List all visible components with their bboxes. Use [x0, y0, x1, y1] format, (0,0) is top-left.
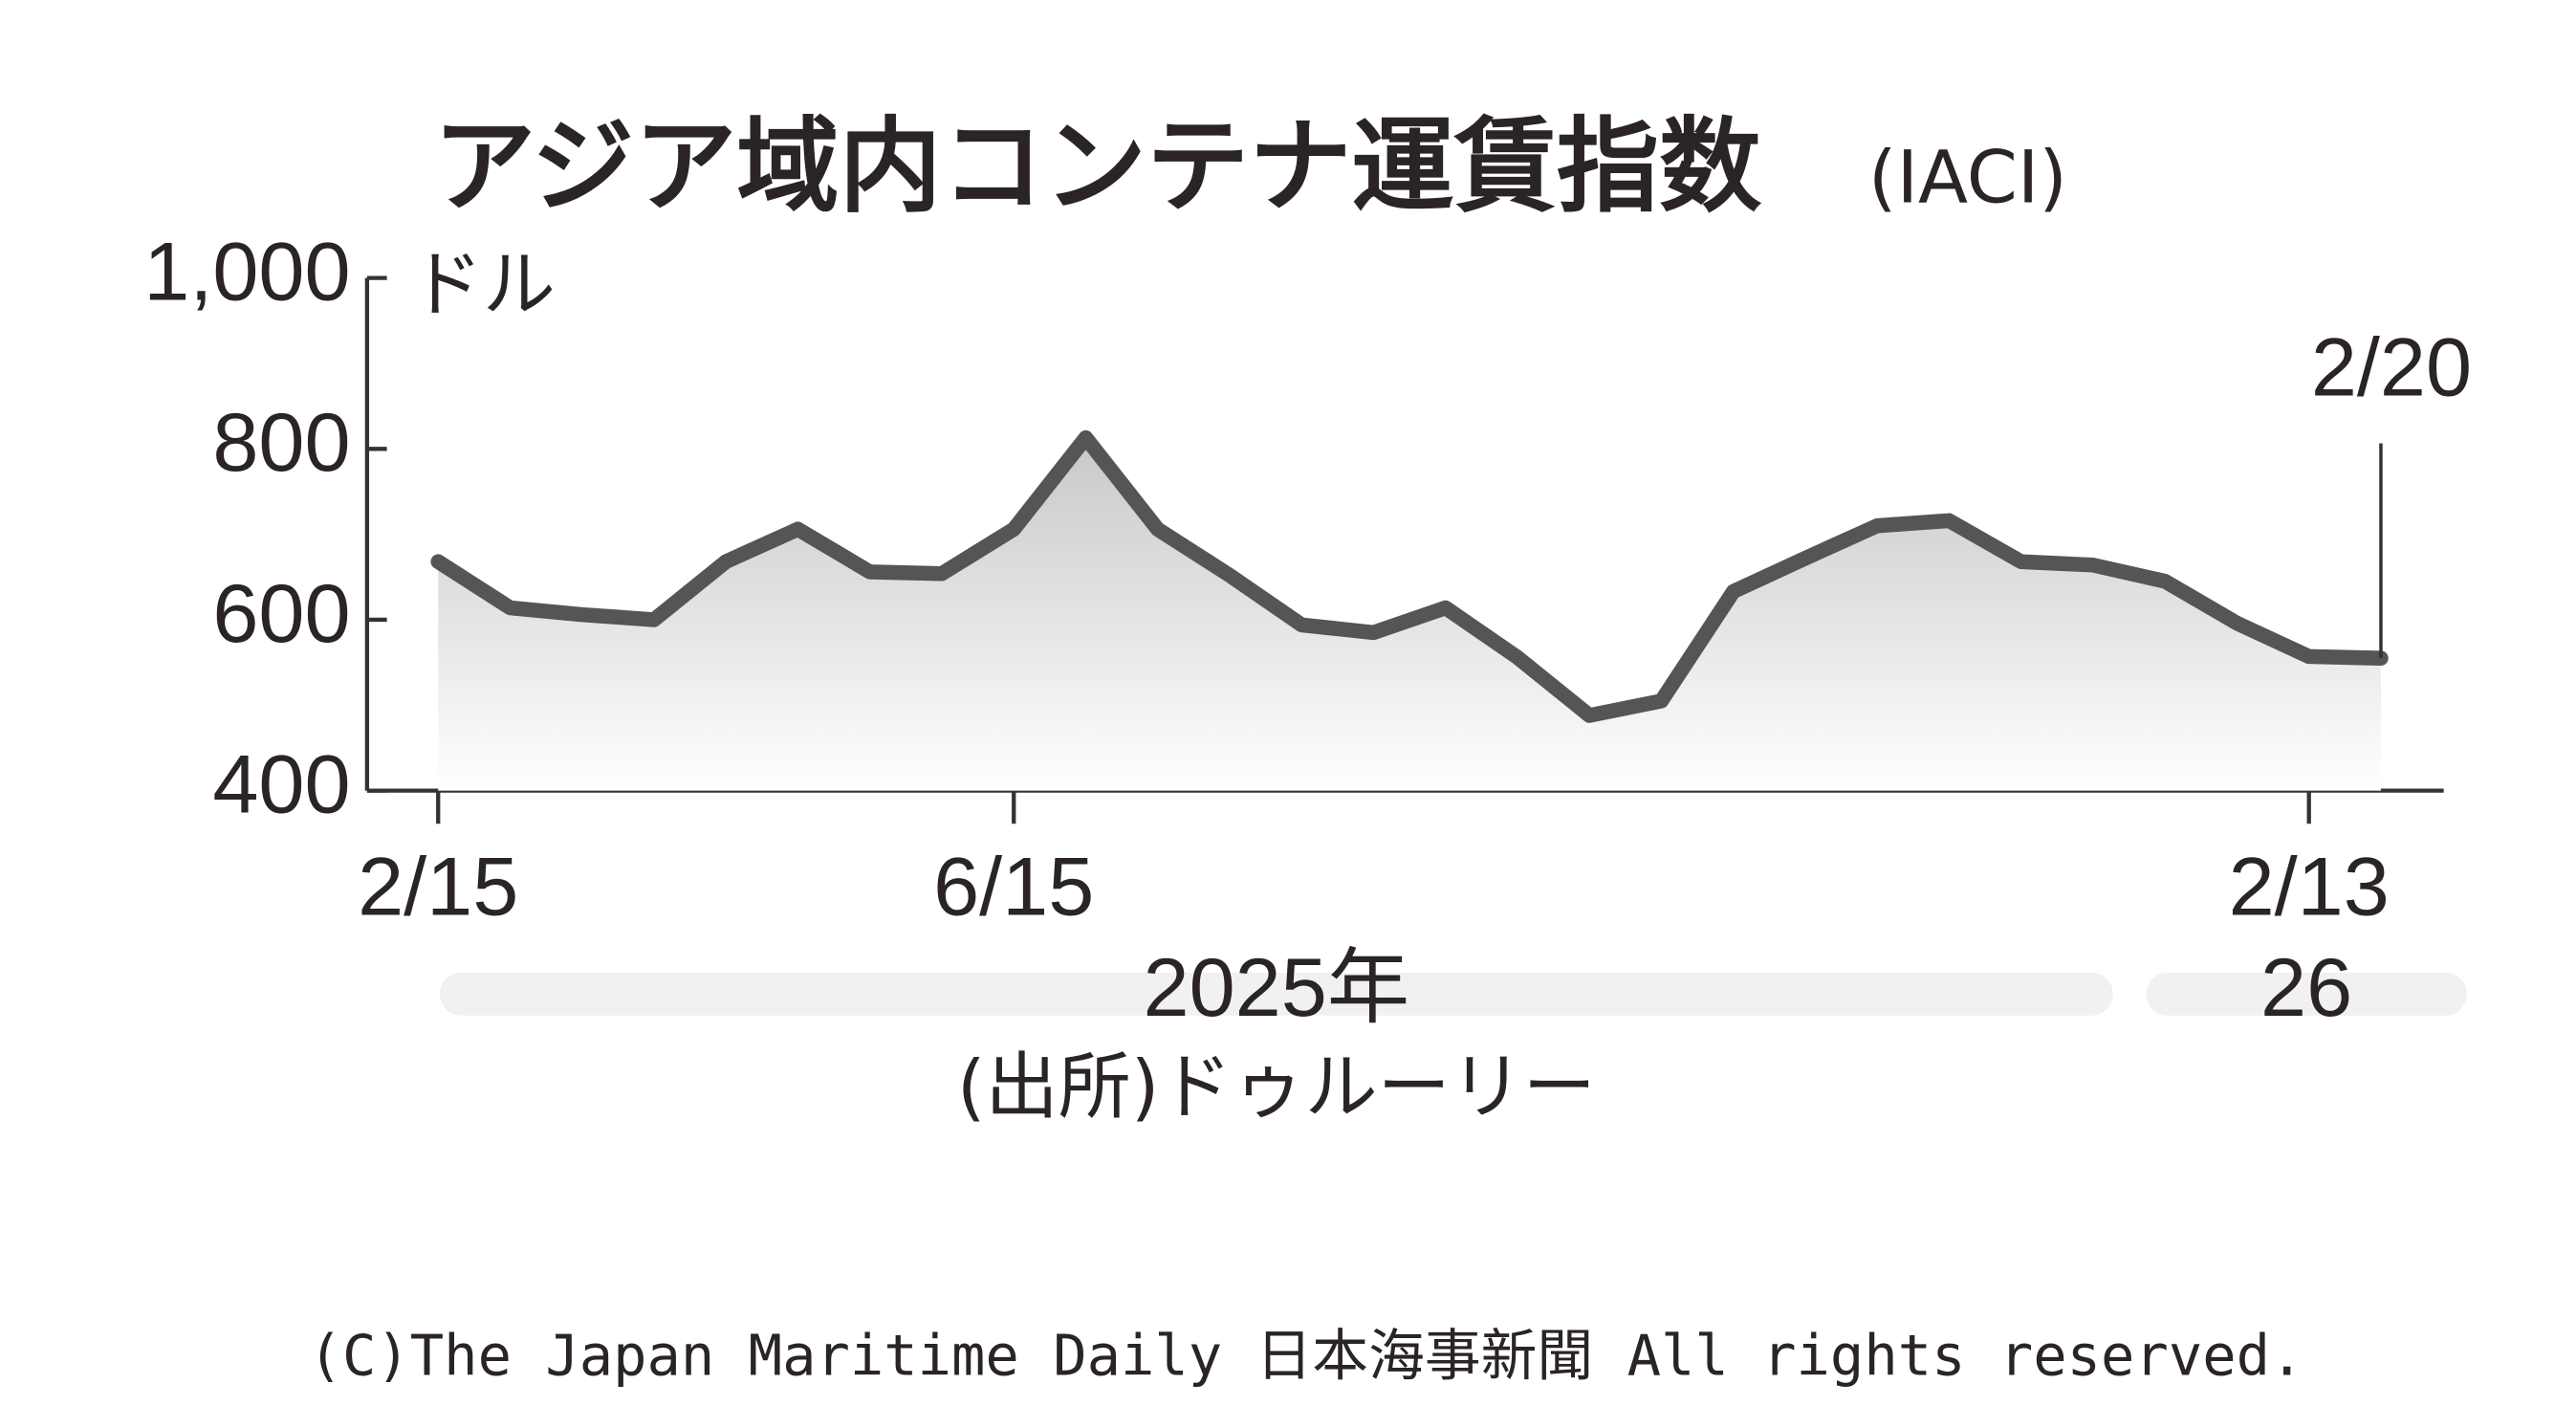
y-tick-label: 400 [212, 738, 350, 830]
x-tick-label: 2/13 [2229, 842, 2390, 934]
x-tick-label: 2/15 [358, 842, 518, 934]
annotation: 2/20 [2311, 322, 2472, 414]
line [430, 429, 2389, 723]
year-label: 26 [2260, 942, 2352, 1034]
year-label: 2025年 [1144, 942, 1410, 1034]
title-suffix: (IACI) [1868, 134, 2067, 219]
y-unit: ドル [410, 242, 556, 327]
year-band [439, 972, 2113, 1016]
year-band [2146, 972, 2467, 1016]
y-tick-label: 800 [212, 397, 350, 489]
copyright: (C)The Japan Maritime Daily 日本海事新聞 All r… [309, 1323, 2304, 1389]
chart-title: アジア域内コンテナ運賃指数 [433, 107, 1762, 227]
source: (出所)ドゥルーリー [957, 1044, 1596, 1129]
x-tick-label: 6/15 [933, 842, 1094, 934]
y-tick-label: 1,000 [143, 226, 350, 318]
y-tick-label: 600 [212, 568, 350, 660]
